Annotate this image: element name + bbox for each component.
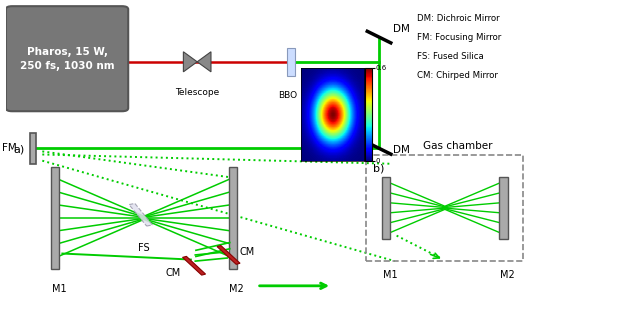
Text: M1: M1 (52, 284, 66, 294)
Text: FS: Fused Silica: FS: Fused Silica (417, 52, 484, 61)
Text: DM: DM (393, 24, 410, 34)
Text: DM: DM (393, 145, 410, 155)
Text: b): b) (373, 164, 384, 174)
Polygon shape (217, 246, 240, 264)
Text: M1: M1 (383, 270, 398, 280)
FancyBboxPatch shape (499, 177, 508, 239)
FancyBboxPatch shape (382, 177, 391, 239)
Text: CM: CM (166, 269, 181, 278)
FancyBboxPatch shape (51, 167, 60, 269)
FancyBboxPatch shape (30, 133, 36, 164)
FancyBboxPatch shape (287, 48, 295, 76)
Text: a): a) (13, 145, 25, 154)
Text: CM: CM (240, 247, 255, 257)
Text: DM: Dichroic Mirror: DM: Dichroic Mirror (417, 14, 499, 23)
Text: Gas chamber: Gas chamber (423, 142, 492, 151)
FancyBboxPatch shape (229, 167, 237, 269)
Polygon shape (182, 256, 206, 275)
Text: M2: M2 (229, 284, 244, 294)
Text: M2: M2 (500, 270, 515, 280)
Text: Pharos, 15 W,
250 fs, 1030 nm: Pharos, 15 W, 250 fs, 1030 nm (20, 47, 115, 71)
Text: FM: Focusing Mirror: FM: Focusing Mirror (417, 33, 501, 42)
Text: BBO: BBO (279, 91, 298, 100)
Polygon shape (197, 52, 211, 72)
Text: FM: FM (3, 143, 17, 153)
FancyBboxPatch shape (6, 6, 128, 111)
Text: FS: FS (138, 243, 149, 252)
Text: CM: Chirped Mirror: CM: Chirped Mirror (417, 71, 498, 80)
Polygon shape (184, 52, 197, 72)
Text: Telescope: Telescope (175, 88, 219, 97)
Polygon shape (129, 203, 153, 226)
